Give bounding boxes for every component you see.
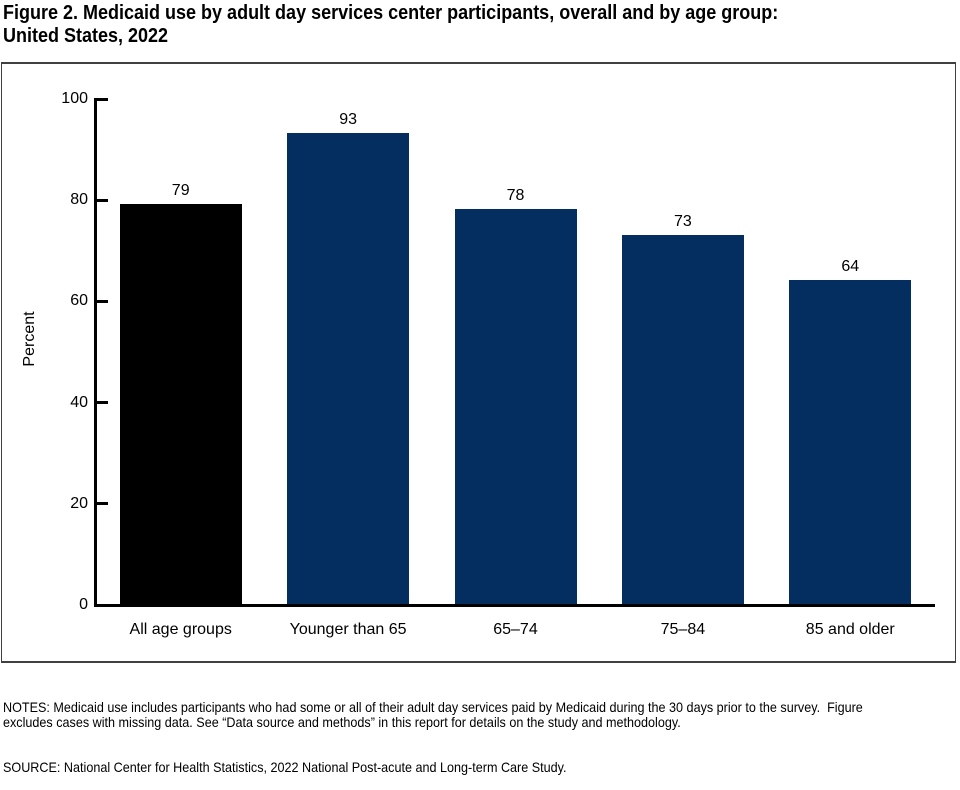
x-category-label: 75–84 bbox=[660, 621, 706, 638]
y-tick bbox=[97, 401, 108, 405]
y-tick bbox=[97, 299, 108, 303]
y-axis-line bbox=[94, 98, 97, 607]
x-category-label: Younger than 65 bbox=[289, 621, 407, 638]
figure-source: SOURCE: National Center for Health Stati… bbox=[3, 759, 567, 775]
bar-value-label: 64 bbox=[841, 258, 860, 276]
bar-value-label: 93 bbox=[339, 111, 357, 129]
chart-frame: Percent 0 20 40 60 80 100 79 All age groups 93 Y… bbox=[1, 62, 956, 663]
bar-value-label: 78 bbox=[506, 187, 525, 205]
y-tick-label: 20 bbox=[70, 494, 88, 512]
figure-notes: NOTES: Medicaid use includes participant… bbox=[3, 699, 863, 730]
bar-value-label: 79 bbox=[171, 182, 190, 200]
x-category-label: 85 and older bbox=[805, 621, 895, 638]
y-tick bbox=[97, 97, 108, 101]
x-category-label: All age groups bbox=[129, 621, 232, 638]
y-tick-label: 60 bbox=[70, 292, 88, 310]
bar-75-84 bbox=[621, 234, 744, 604]
x-category-label: 65–74 bbox=[493, 621, 538, 638]
y-tick-label: 80 bbox=[70, 191, 88, 209]
y-tick bbox=[97, 502, 108, 506]
bar-younger-than-65 bbox=[287, 133, 410, 604]
bar-all-age-groups bbox=[119, 204, 242, 604]
y-tick-label: 40 bbox=[70, 393, 88, 411]
bar-85-and-older bbox=[789, 280, 912, 604]
x-axis-line bbox=[94, 604, 935, 607]
y-tick-label: 0 bbox=[79, 596, 88, 613]
y-tick bbox=[97, 198, 108, 202]
figure-title: Figure 2. Medicaid use by adult day serv… bbox=[3, 2, 779, 47]
figure-footer: NOTES: Medicaid use includes participant… bbox=[3, 670, 957, 790]
y-tick-label: 100 bbox=[61, 90, 88, 107]
bar-value-label: 73 bbox=[673, 212, 692, 230]
bar-65-74 bbox=[454, 209, 577, 604]
